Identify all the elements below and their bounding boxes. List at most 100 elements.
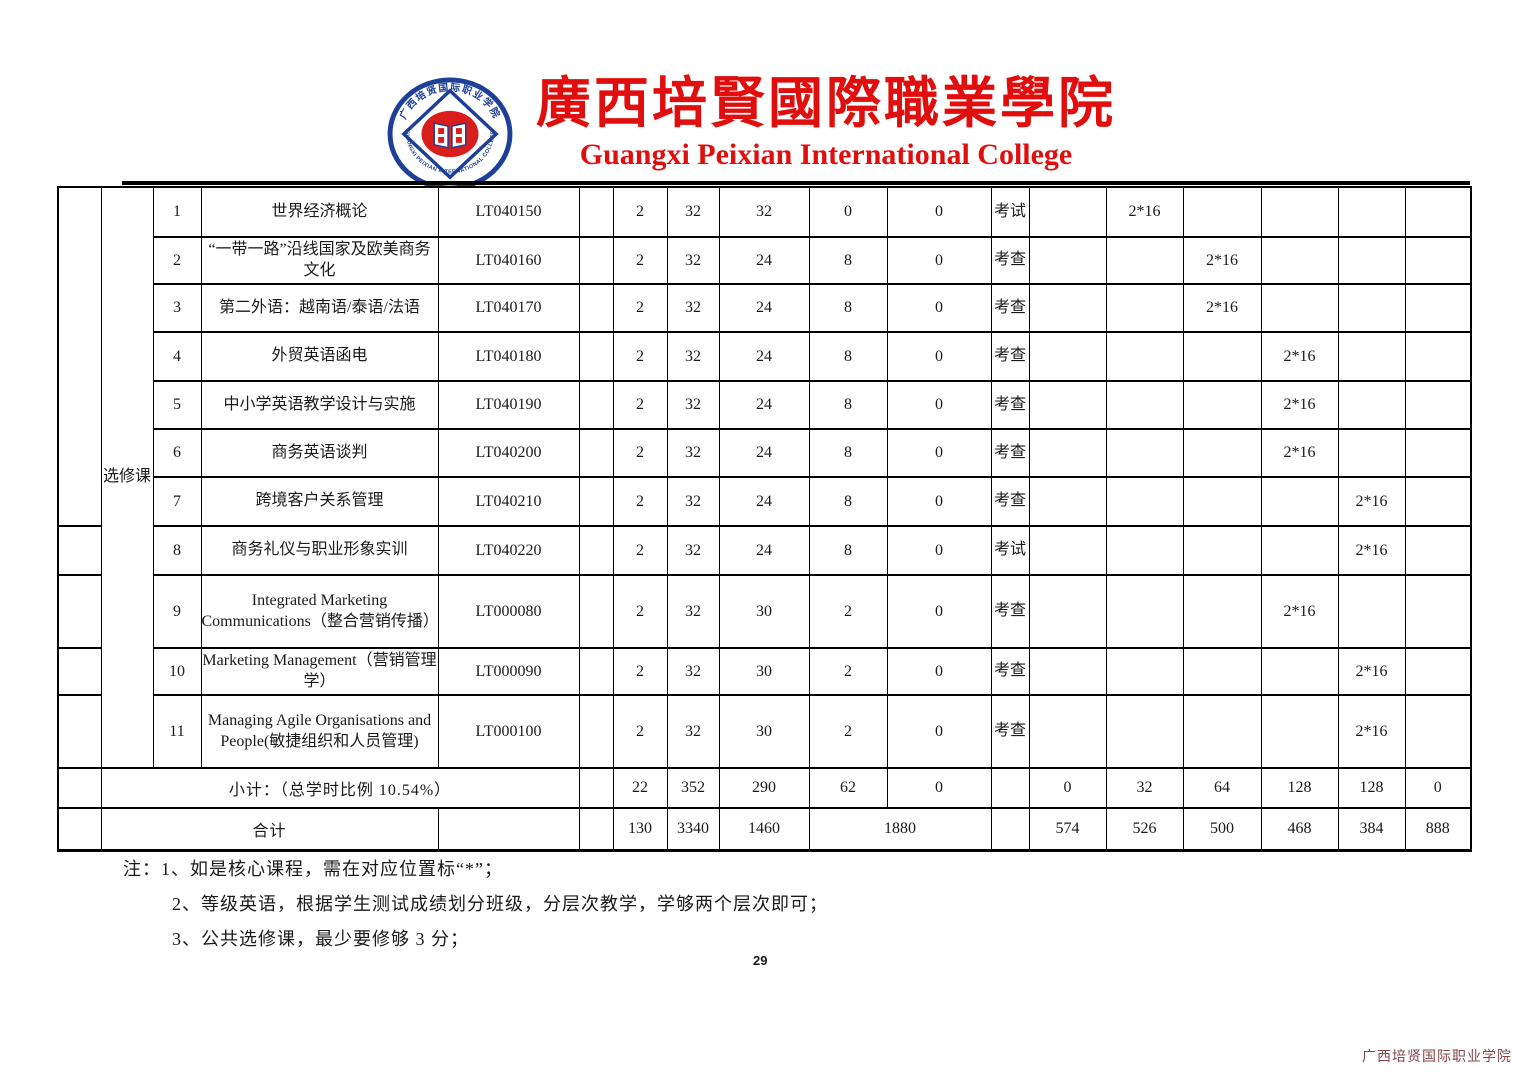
credits-cell: 2	[612, 380, 668, 430]
total-hours-cell: 32	[666, 236, 720, 285]
practice-hours-cell: 8	[808, 428, 888, 478]
course-code-cell: LT040200	[437, 428, 580, 478]
credits-cell: 2	[612, 574, 668, 649]
college-name-en: Guangxi Peixian International College	[579, 138, 1073, 171]
college-name-zh: 廣西培賢國際職業學院	[535, 73, 1116, 134]
practice-hours-cell: 2	[808, 694, 888, 769]
college-logo-icon: 广西培贤国际职业学院 GUANGXI PEIXIAN INTERNATIONAL…	[386, 77, 514, 191]
credits-cell: 2	[612, 694, 668, 769]
table-row: 2 “一带一路”沿线国家及欧美商务文化 LT040160 2 32 24 8 0…	[58, 236, 1472, 285]
total-hours-cell: 32	[666, 186, 720, 238]
course-code-cell: LT000100	[437, 694, 580, 769]
theory-hours-cell: 30	[718, 694, 810, 769]
left-spacer-cell	[57, 525, 102, 576]
semester-cell	[1260, 476, 1339, 527]
semester-cell	[1182, 331, 1262, 382]
course-name-cell: 商务礼仪与职业形象实训	[200, 525, 439, 576]
semester-cell	[1105, 647, 1184, 696]
semester-cell	[1182, 428, 1262, 478]
practice-hours-cell: 8	[808, 476, 888, 527]
exam-type-cell: 考查	[990, 331, 1030, 382]
spacer-cell	[578, 694, 614, 769]
course-code-cell: LT040190	[437, 380, 580, 430]
total-hours-cell: 32	[666, 428, 720, 478]
table-row: 选修课 1 世界经济概论 LT040150 2 32 32 0 0 考试 2*1…	[57, 186, 1472, 769]
exam-type-cell: 考查	[990, 428, 1030, 478]
course-name-cell: 世界经济概论	[200, 186, 439, 238]
theory-hours-cell: 24	[718, 236, 810, 285]
semester-cell: 468	[1260, 807, 1339, 851]
semester-cell: 500	[1182, 807, 1262, 851]
semester-cell: 574	[1028, 807, 1107, 851]
semester-cell	[1105, 380, 1184, 430]
theory-hours-cell: 1460	[718, 807, 810, 851]
table-row: 5 中小学英语教学设计与实施 LT040190 2 32 24 8 0 考查 2…	[58, 380, 1472, 430]
theory-hours-cell: 30	[718, 574, 810, 649]
practice-hours-cell: 8	[808, 236, 888, 285]
note-prefix: 注：	[123, 859, 161, 879]
semester-cell: 384	[1337, 807, 1406, 851]
total-label-cell: 合计	[100, 807, 439, 851]
semester-cell: 0	[1028, 767, 1107, 809]
spacer-cell	[578, 525, 614, 576]
table-row: 3 第二外语：越南语/泰语/法语 LT040170 2 32 24 8 0 考查…	[58, 283, 1472, 333]
credits-cell: 2	[612, 283, 668, 333]
other-hours-cell: 0	[886, 574, 992, 649]
practice-hours-cell: 8	[808, 331, 888, 382]
semester-cell: 2*16	[1337, 694, 1406, 769]
semester-cell	[1404, 283, 1472, 333]
semester-cell: 2*16	[1337, 476, 1406, 527]
other-hours-cell: 0	[886, 694, 992, 769]
semester-cell	[1028, 380, 1107, 430]
theory-hours-cell: 24	[718, 283, 810, 333]
semester-cell: 128	[1337, 767, 1406, 809]
semester-cell	[1028, 186, 1107, 238]
exam-type-cell: 考试	[990, 525, 1030, 576]
row-number-cell: 10	[152, 647, 202, 696]
row-number-cell: 8	[152, 525, 202, 576]
semester-cell	[1105, 525, 1184, 576]
course-code-cell	[437, 807, 580, 851]
course-code-cell: LT040150	[437, 186, 580, 238]
semester-cell	[1404, 380, 1472, 430]
semester-cell: 888	[1404, 807, 1472, 851]
total-hours-cell: 32	[666, 476, 720, 527]
note-line-3: 3、公共选修课，最少要修够 3 分；	[172, 929, 469, 949]
spacer-cell	[578, 380, 614, 430]
spacer-cell	[578, 476, 614, 527]
other-hours-cell: 0	[886, 236, 992, 285]
course-code-cell: LT040170	[437, 283, 580, 333]
exam-type-cell: 考查	[990, 476, 1030, 527]
semester-cell	[1404, 574, 1472, 649]
total-hours-cell: 32	[666, 574, 720, 649]
total-hours-cell: 32	[666, 647, 720, 696]
semester-cell	[1337, 331, 1406, 382]
semester-cell	[1182, 647, 1262, 696]
other-hours-cell: 0	[886, 525, 992, 576]
semester-cell	[1182, 380, 1262, 430]
other-hours-cell: 0	[886, 767, 992, 809]
credits-cell: 2	[612, 428, 668, 478]
practice-hours-cell: 62	[808, 767, 888, 809]
exam-type-cell: 考查	[990, 236, 1030, 285]
semester-cell	[1105, 283, 1184, 333]
theory-hours-cell: 30	[718, 647, 810, 696]
subtotal-label-cell: 小计：（总学时比例 10.54%）	[100, 767, 580, 809]
semester-cell	[1028, 236, 1107, 285]
exam-type-cell: 考查	[990, 694, 1030, 769]
row-number-cell: 3	[152, 283, 202, 333]
left-spacer-cell	[57, 574, 102, 649]
exam-type-cell	[990, 807, 1030, 851]
theory-hours-cell: 24	[718, 380, 810, 430]
theory-hours-cell: 24	[718, 525, 810, 576]
table-row: 11 Managing Agile Organisations and Peop…	[57, 694, 1472, 769]
spacer-cell	[578, 574, 614, 649]
semester-cell	[1337, 574, 1406, 649]
semester-cell	[1182, 525, 1262, 576]
spacer-cell	[578, 283, 614, 333]
other-hours-cell: 0	[886, 428, 992, 478]
credits-cell: 2	[612, 476, 668, 527]
semester-cell	[1337, 428, 1406, 478]
table-row: 6 商务英语谈判 LT040200 2 32 24 8 0 考查 2*16	[58, 428, 1472, 478]
